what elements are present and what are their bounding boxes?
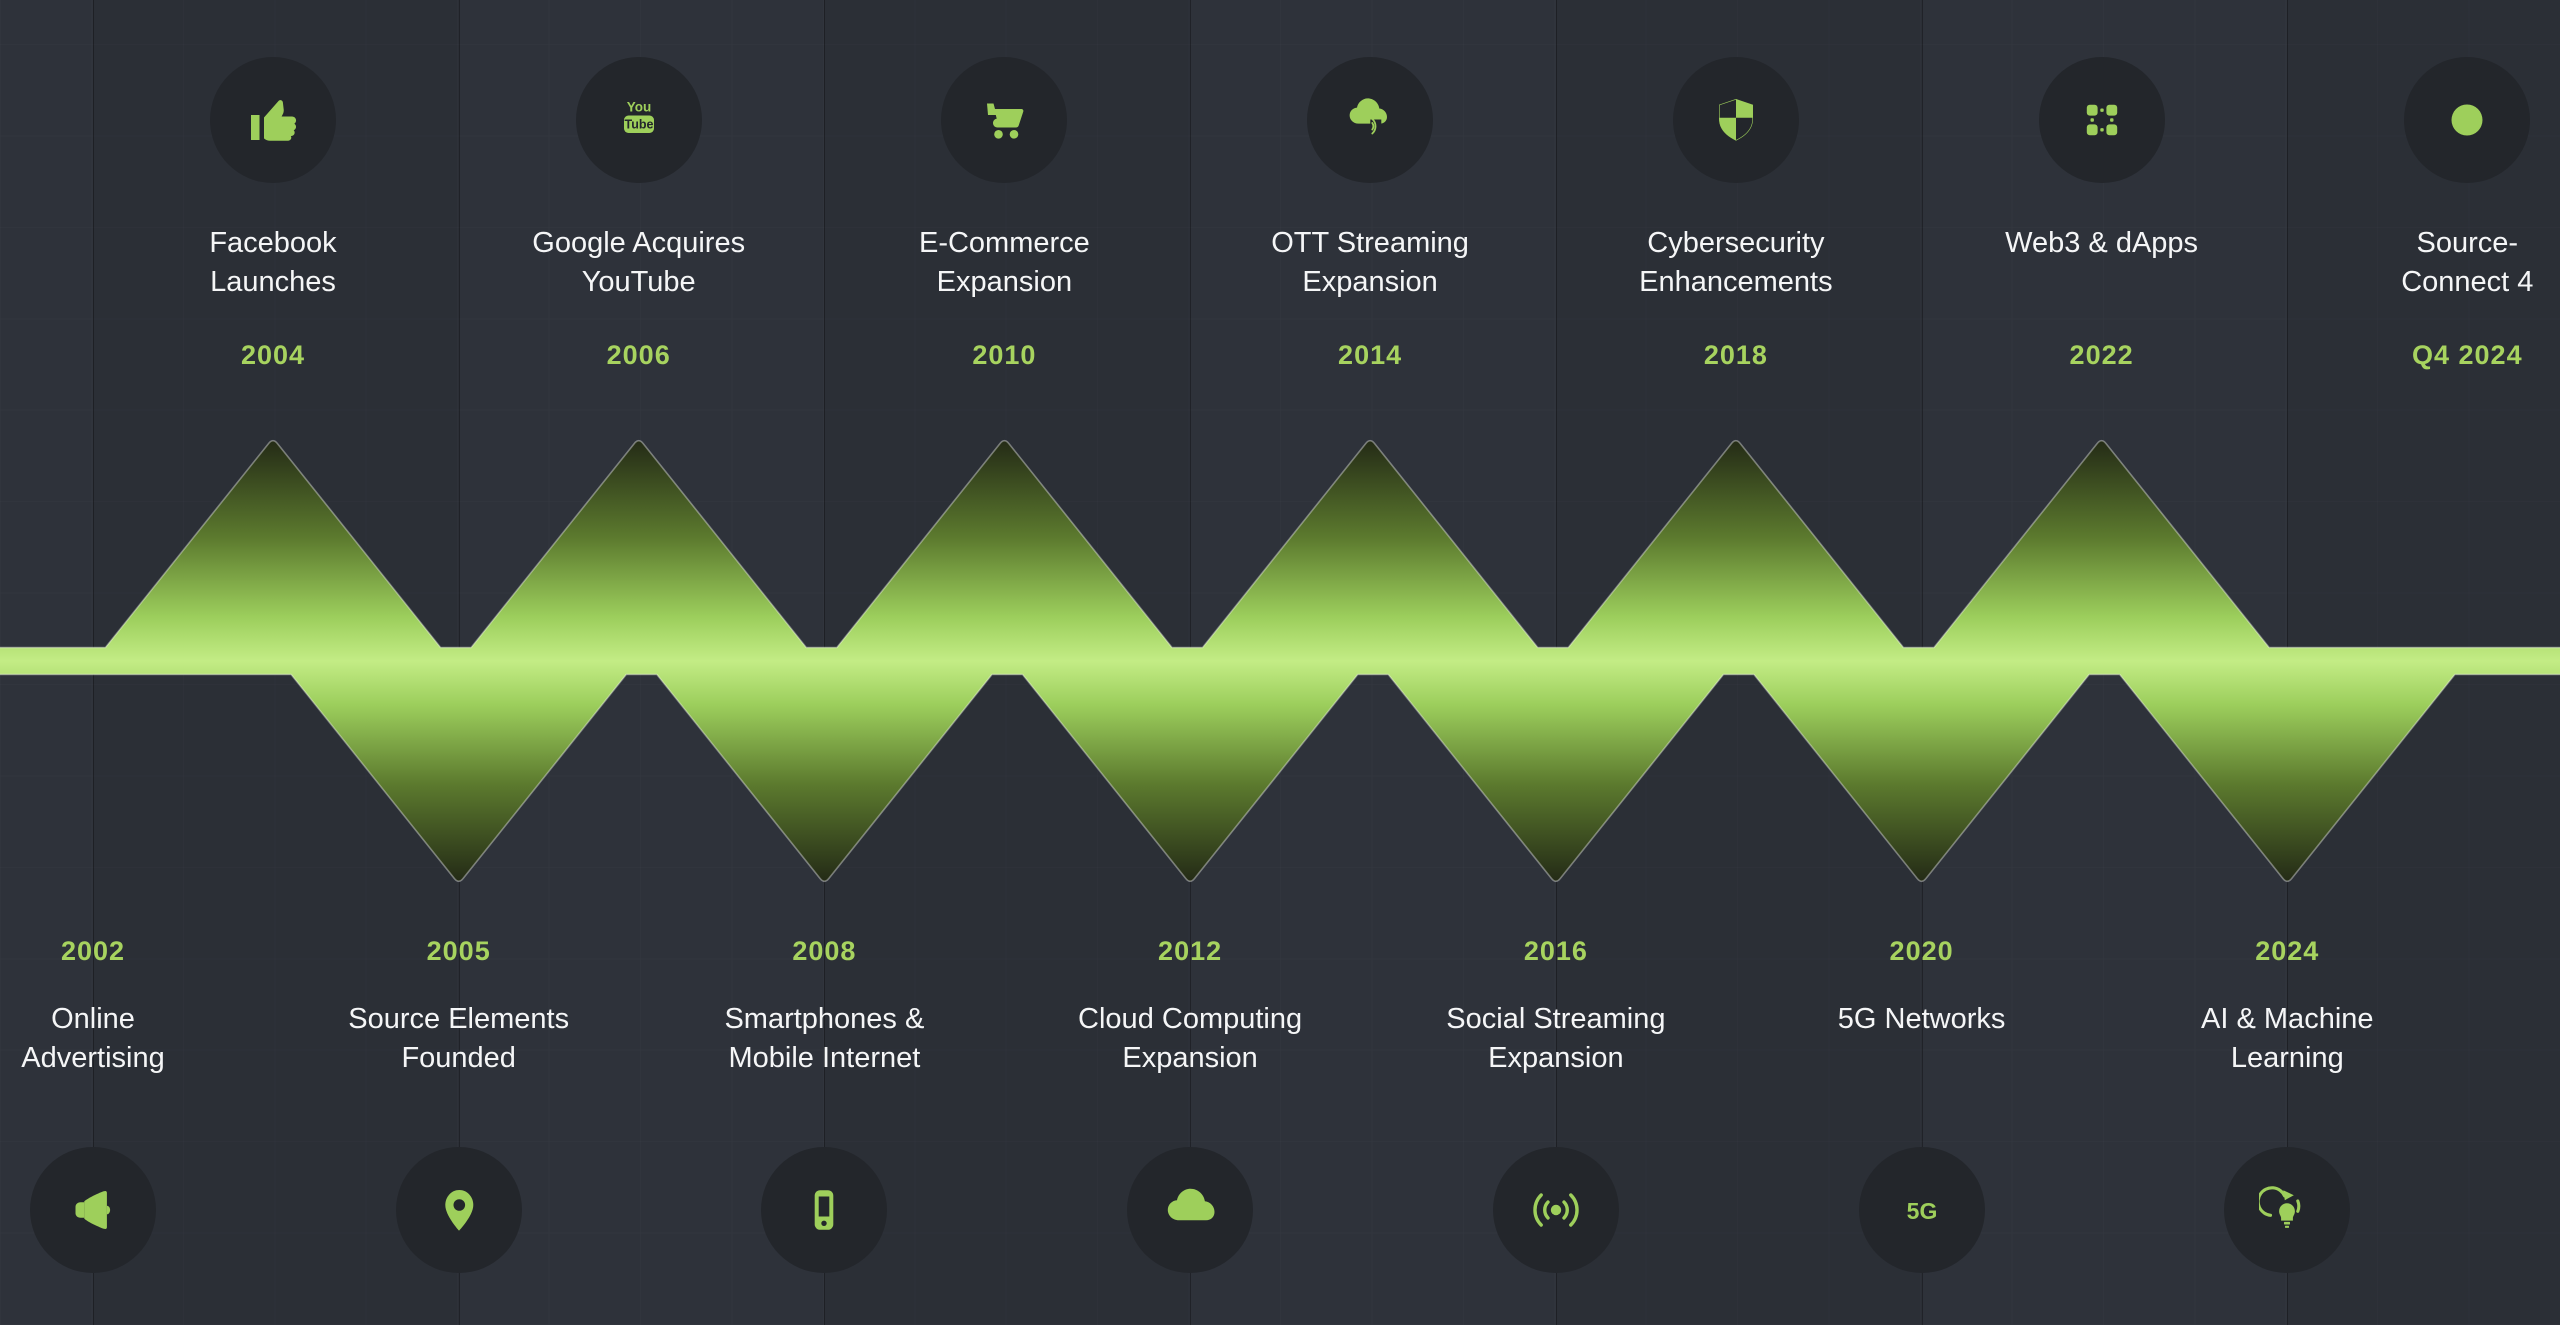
svg-text:You: You [626,100,651,115]
svg-text:Tube: Tube [624,118,653,132]
svg-text:5G: 5G [1906,1198,1937,1224]
